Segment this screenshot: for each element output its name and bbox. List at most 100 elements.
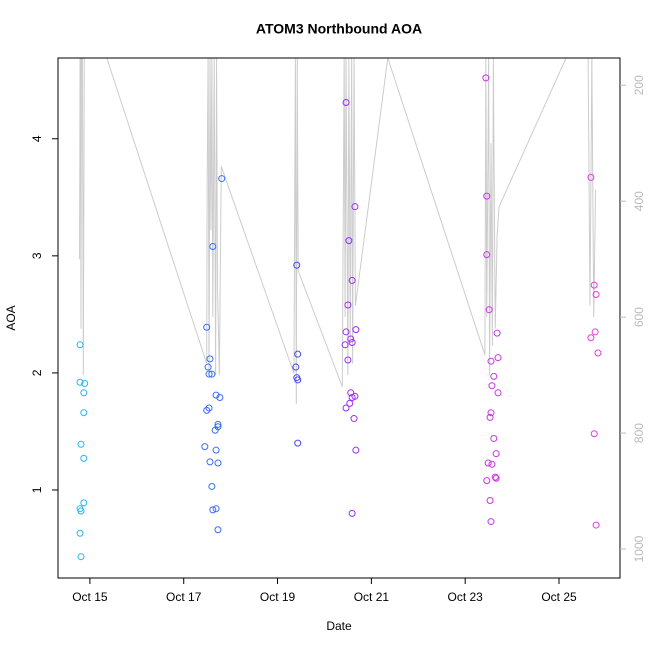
data-point bbox=[341, 341, 349, 349]
data-point bbox=[350, 415, 358, 423]
data-point bbox=[486, 497, 494, 505]
data-point bbox=[488, 382, 496, 390]
data-point bbox=[294, 439, 302, 447]
data-point bbox=[487, 357, 495, 365]
data-point bbox=[494, 354, 502, 362]
data-point bbox=[483, 192, 491, 200]
data-point bbox=[292, 363, 300, 371]
data-point bbox=[352, 446, 360, 454]
y-tick-label: 2 bbox=[30, 369, 44, 376]
data-point bbox=[490, 372, 498, 380]
data-point bbox=[208, 370, 216, 378]
data-point bbox=[592, 521, 600, 529]
data-point bbox=[76, 529, 84, 537]
data-point bbox=[204, 363, 212, 371]
y2-tick-label: 400 bbox=[632, 191, 646, 211]
data-point bbox=[214, 526, 222, 534]
data-point bbox=[206, 355, 214, 363]
y2-tick-label: 1000 bbox=[632, 535, 646, 562]
data-point bbox=[203, 323, 211, 331]
data-point bbox=[346, 399, 354, 407]
data-point bbox=[209, 506, 217, 514]
x-tick-label: Oct 19 bbox=[260, 590, 296, 604]
chart-title: ATOM3 Northbound AOA bbox=[256, 21, 422, 37]
y2-tick-label: 600 bbox=[632, 307, 646, 327]
data-point bbox=[486, 413, 494, 421]
plot-frame bbox=[57, 57, 621, 579]
data-point bbox=[483, 251, 491, 259]
data-point bbox=[492, 450, 500, 458]
data-point bbox=[216, 393, 224, 401]
data-point bbox=[208, 482, 216, 490]
data-point bbox=[344, 356, 352, 364]
data-point bbox=[293, 261, 301, 269]
data-point bbox=[487, 409, 495, 417]
data-point bbox=[294, 350, 302, 358]
data-point bbox=[212, 505, 220, 513]
data-point bbox=[483, 477, 491, 485]
data-point bbox=[592, 290, 600, 298]
data-point bbox=[209, 242, 217, 250]
y-tick-label: 3 bbox=[30, 252, 44, 259]
plot-lines bbox=[79, 58, 597, 405]
data-point bbox=[484, 459, 492, 467]
data-point bbox=[212, 391, 220, 399]
data-point bbox=[591, 328, 599, 336]
data-point bbox=[487, 518, 495, 526]
data-point bbox=[348, 509, 356, 517]
y-tick-label: 4 bbox=[30, 135, 44, 142]
data-point bbox=[494, 389, 502, 397]
data-point bbox=[214, 459, 222, 467]
data-point bbox=[590, 430, 598, 438]
data-point bbox=[212, 446, 220, 454]
data-point bbox=[80, 409, 88, 417]
data-point bbox=[347, 389, 355, 397]
data-point bbox=[77, 440, 85, 448]
data-point bbox=[351, 203, 359, 211]
data-point bbox=[348, 338, 356, 346]
data-point bbox=[214, 420, 222, 428]
data-point bbox=[342, 404, 350, 412]
data-point bbox=[211, 426, 219, 434]
data-point bbox=[80, 499, 88, 507]
y2-tick-label: 200 bbox=[632, 75, 646, 95]
data-point bbox=[348, 393, 356, 401]
data-point bbox=[492, 474, 500, 482]
data-point bbox=[342, 98, 350, 106]
data-point bbox=[348, 276, 356, 284]
x-axis-label: Date bbox=[326, 619, 352, 633]
data-point bbox=[491, 473, 499, 481]
data-point bbox=[490, 434, 498, 442]
data-point bbox=[344, 301, 352, 309]
data-point bbox=[76, 378, 84, 386]
data-point bbox=[81, 379, 89, 387]
data-point bbox=[80, 389, 88, 397]
data-point bbox=[342, 328, 350, 336]
data-point bbox=[485, 306, 493, 314]
x-tick-label: Oct 25 bbox=[541, 590, 577, 604]
x-tick-label: Oct 17 bbox=[166, 590, 202, 604]
data-point bbox=[294, 376, 302, 384]
y-tick-label: 1 bbox=[30, 486, 44, 493]
data-point bbox=[77, 507, 85, 515]
data-point bbox=[345, 237, 353, 245]
data-point bbox=[587, 173, 595, 181]
data-point bbox=[203, 406, 211, 414]
data-point bbox=[590, 281, 598, 289]
data-point bbox=[587, 334, 595, 342]
y-axis-label: AOA bbox=[4, 305, 18, 330]
data-point bbox=[206, 458, 214, 466]
data-point bbox=[80, 454, 88, 462]
data-point bbox=[488, 460, 496, 468]
data-point bbox=[205, 370, 213, 378]
data-point bbox=[493, 329, 501, 337]
data-point bbox=[76, 341, 84, 349]
data-point bbox=[205, 404, 213, 412]
data-point bbox=[352, 326, 360, 334]
data-point bbox=[347, 335, 355, 343]
data-point bbox=[201, 443, 209, 451]
data-point bbox=[482, 74, 490, 82]
x-tick-label: Oct 15 bbox=[72, 590, 108, 604]
